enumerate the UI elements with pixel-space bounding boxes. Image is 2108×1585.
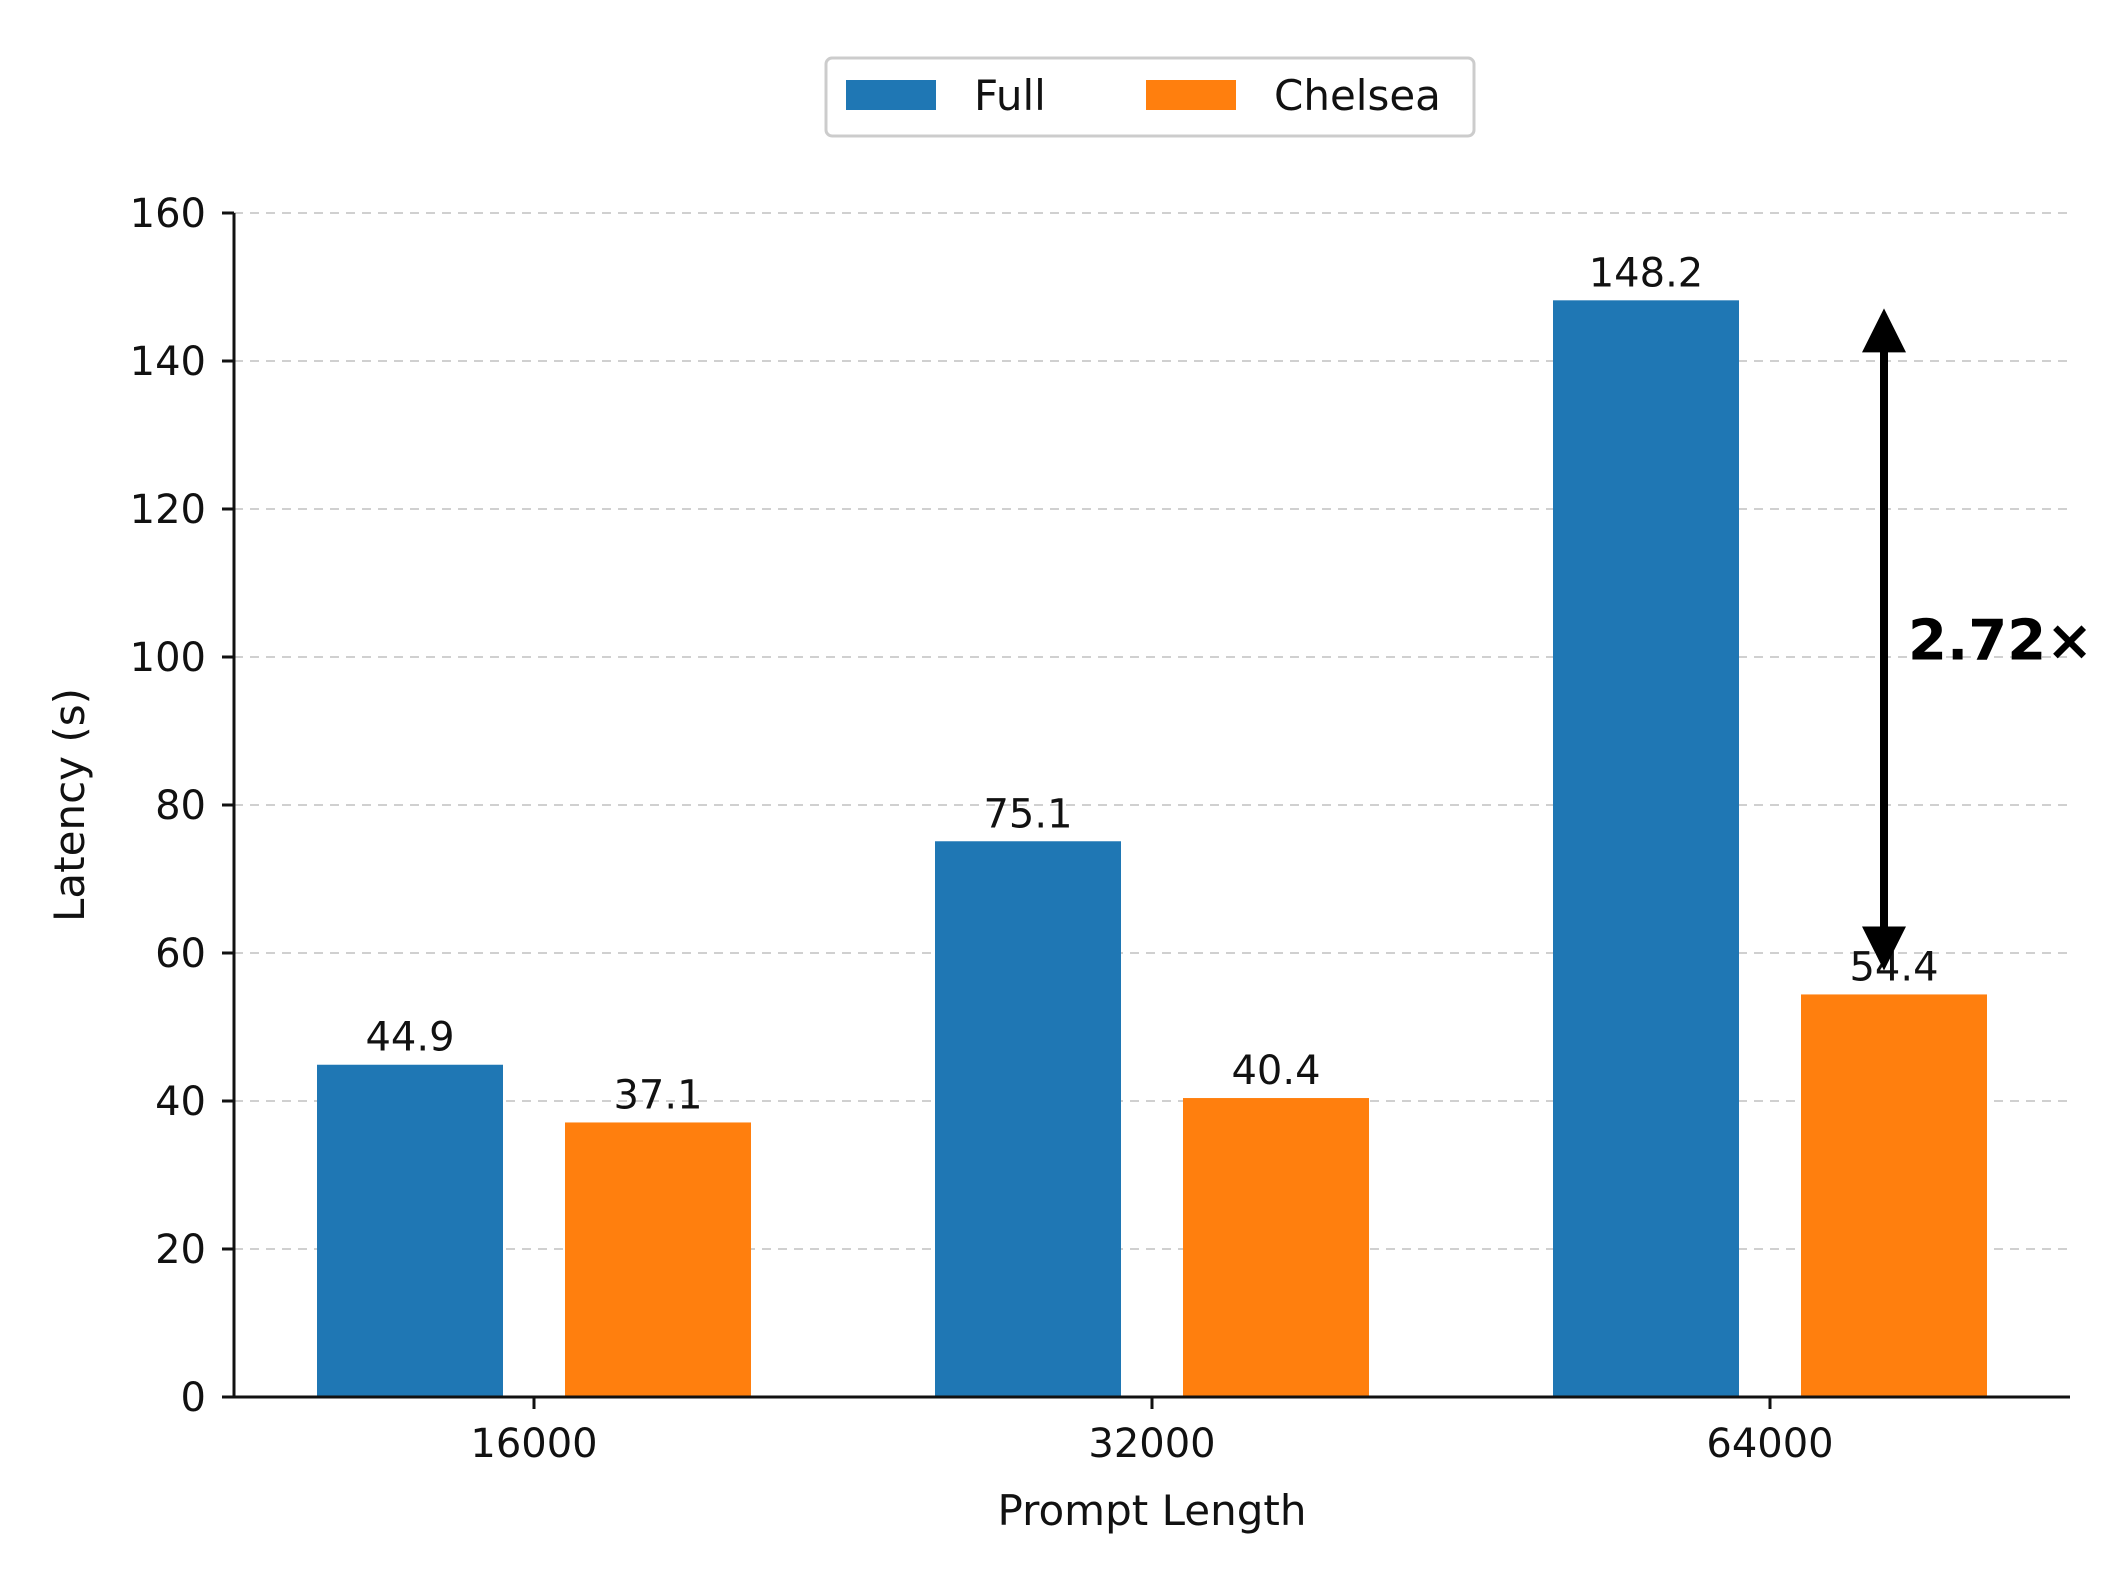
y-tick-label: 0 [181,1375,206,1421]
legend-swatch-chelsea [1146,80,1236,110]
data-label-chelsea-16000: 37.1 [613,1072,702,1118]
arrow-down-icon [1862,926,1906,971]
x-axis-title: Prompt Length [998,1486,1307,1535]
bar-chelsea-32000 [1183,1098,1369,1397]
y-tick-label: 80 [155,783,206,829]
ratio-annotation: 2.72× [1862,308,2093,971]
bars [317,300,1987,1397]
data-labels: 44.9 37.1 75.1 40.4 148.2 54.4 [365,250,1938,1118]
y-tick-label: 60 [155,931,206,977]
bar-chelsea-64000 [1801,994,1987,1397]
y-tick-label: 20 [155,1227,206,1273]
data-label-full-32000: 75.1 [983,791,1072,837]
data-label-full-64000: 148.2 [1589,250,1704,296]
y-tick-label: 120 [130,487,206,533]
bar-full-64000 [1553,300,1739,1397]
data-label-chelsea-32000: 40.4 [1231,1048,1320,1094]
bar-full-16000 [317,1064,503,1397]
legend: Full Chelsea [824,56,1476,138]
data-label-chelsea-64000: 54.4 [1849,944,1938,990]
bar-chelsea-16000 [565,1122,751,1397]
y-tick-label: 100 [130,635,206,681]
y-tick-label: 160 [130,191,206,237]
arrow-up-icon [1862,308,1906,353]
y-ticks: 0 20 40 60 80 100 120 140 160 [130,191,234,1421]
bar-full-32000 [935,841,1121,1397]
y-axis-title: Latency (s) [45,688,94,922]
x-tick-label-64000: 64000 [1706,1421,1833,1467]
legend-label-full: Full [974,71,1046,120]
x-ticks: 16000 32000 64000 [470,1397,1834,1467]
y-tick-label: 40 [155,1079,206,1125]
y-tick-label: 140 [130,339,206,385]
data-label-full-16000: 44.9 [365,1015,454,1061]
x-tick-label-32000: 32000 [1088,1421,1215,1467]
legend-swatch-full [846,80,936,110]
annotation-text: 2.72× [1908,608,2093,673]
x-tick-label-16000: 16000 [470,1421,597,1467]
grid-lines [234,212,2070,1250]
legend-label-chelsea: Chelsea [1274,71,1441,120]
